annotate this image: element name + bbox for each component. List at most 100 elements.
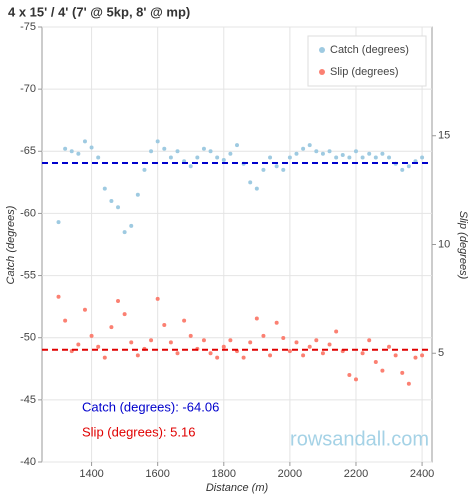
y2-axis-title: Slip (degrees) bbox=[457, 211, 469, 280]
point bbox=[182, 318, 187, 323]
legend-label: Slip (degrees) bbox=[330, 66, 398, 78]
point bbox=[116, 299, 121, 304]
point bbox=[96, 155, 101, 160]
legend-swatch bbox=[319, 69, 325, 75]
point bbox=[400, 370, 405, 375]
point bbox=[307, 143, 312, 148]
point bbox=[254, 186, 259, 191]
point bbox=[142, 167, 147, 172]
y-tick-label: -70 bbox=[20, 83, 36, 95]
x-tick-label: 1400 bbox=[79, 468, 103, 480]
point bbox=[102, 186, 107, 191]
point bbox=[248, 340, 253, 345]
point bbox=[63, 318, 68, 323]
point bbox=[353, 377, 358, 382]
point bbox=[63, 146, 68, 151]
point bbox=[135, 353, 140, 358]
point bbox=[175, 351, 180, 356]
point bbox=[248, 180, 253, 185]
point bbox=[168, 340, 173, 345]
point bbox=[367, 338, 372, 343]
point bbox=[56, 294, 61, 299]
point bbox=[162, 322, 167, 327]
point bbox=[360, 351, 365, 356]
y2-tick-label: 15 bbox=[438, 130, 450, 142]
point bbox=[122, 312, 127, 317]
point bbox=[320, 351, 325, 356]
point bbox=[347, 373, 352, 377]
point bbox=[129, 340, 134, 345]
point bbox=[314, 149, 319, 154]
point bbox=[367, 151, 372, 156]
point bbox=[208, 351, 213, 356]
point bbox=[387, 155, 392, 160]
point bbox=[162, 146, 167, 151]
y2-tick-label: 5 bbox=[438, 347, 444, 359]
legend-label: Catch (degrees) bbox=[330, 44, 409, 56]
point bbox=[287, 349, 292, 354]
x-tick-label: 1800 bbox=[212, 468, 236, 480]
x-axis-title: Distance (m) bbox=[206, 482, 269, 494]
point bbox=[149, 149, 154, 154]
point bbox=[109, 325, 114, 330]
point bbox=[353, 149, 358, 154]
mean-label: Catch (degrees): -64.06 bbox=[82, 399, 219, 414]
point bbox=[327, 149, 332, 154]
point bbox=[215, 355, 220, 360]
point bbox=[89, 333, 94, 338]
point bbox=[380, 368, 385, 373]
point bbox=[96, 344, 101, 349]
point bbox=[320, 151, 325, 156]
point bbox=[175, 149, 180, 154]
point bbox=[221, 344, 226, 349]
point bbox=[406, 164, 411, 169]
point bbox=[82, 139, 87, 144]
y-tick-label: -40 bbox=[20, 456, 36, 468]
y-tick-label: -45 bbox=[20, 394, 36, 406]
point bbox=[89, 145, 94, 150]
point bbox=[69, 149, 74, 154]
y2-tick-label: 10 bbox=[438, 238, 450, 250]
point bbox=[393, 353, 398, 358]
point bbox=[102, 355, 107, 360]
point bbox=[76, 151, 81, 156]
point bbox=[340, 153, 345, 158]
point bbox=[380, 151, 385, 156]
point bbox=[347, 155, 352, 160]
point bbox=[268, 155, 273, 160]
mean-label: Slip (degrees): 5.16 bbox=[82, 424, 195, 439]
point bbox=[294, 151, 299, 156]
point bbox=[208, 149, 213, 154]
point bbox=[195, 155, 200, 160]
point bbox=[82, 307, 87, 312]
point bbox=[149, 338, 154, 343]
point bbox=[373, 155, 378, 160]
point bbox=[188, 164, 193, 169]
point bbox=[76, 342, 81, 347]
y-tick-label: -60 bbox=[20, 207, 36, 219]
point bbox=[420, 155, 425, 160]
point bbox=[301, 353, 306, 358]
point bbox=[406, 381, 411, 386]
point bbox=[221, 157, 226, 162]
point bbox=[116, 205, 121, 210]
point bbox=[155, 139, 160, 144]
point bbox=[235, 143, 239, 148]
point bbox=[287, 155, 292, 160]
point bbox=[56, 220, 61, 225]
point bbox=[201, 146, 206, 151]
legend-box bbox=[307, 35, 427, 87]
x-tick-label: 2000 bbox=[278, 468, 302, 480]
point bbox=[413, 355, 418, 360]
legend-swatch bbox=[319, 47, 325, 53]
point bbox=[400, 167, 405, 172]
point bbox=[188, 333, 193, 338]
y-tick-label: -75 bbox=[20, 21, 36, 33]
point bbox=[327, 342, 332, 347]
legend: Catch (degrees) Slip (degrees) bbox=[307, 35, 427, 87]
point bbox=[168, 155, 173, 160]
watermark: rowsandall.com bbox=[290, 428, 429, 450]
point bbox=[334, 329, 339, 334]
point bbox=[294, 340, 299, 345]
